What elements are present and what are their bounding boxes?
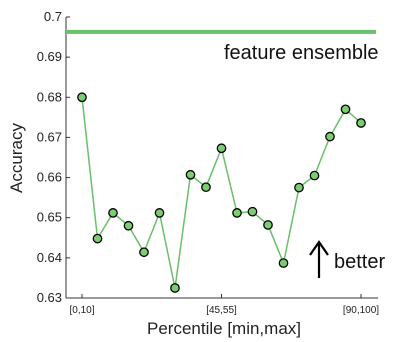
data-point (247, 206, 258, 217)
y-tick-label: 0.69 (37, 49, 62, 64)
data-point (340, 104, 351, 115)
data-point (201, 182, 211, 193)
data-point (278, 258, 289, 268)
data-point (77, 92, 87, 103)
data-point (309, 170, 320, 181)
data-point (170, 283, 180, 293)
data-point (185, 169, 196, 180)
data-point (108, 208, 118, 218)
data-point (232, 208, 242, 218)
data-point (139, 247, 149, 258)
x-tick-label: [90,100] (343, 305, 379, 316)
data-point (325, 131, 335, 142)
y-tick-label: 0.7 (44, 9, 62, 24)
data-point (263, 220, 273, 230)
up-arrow-head-icon (309, 240, 329, 256)
y-tick-label: 0.65 (37, 210, 62, 225)
data-point (294, 182, 304, 193)
x-ticks: [0,10] [45,55] [90,100] (69, 294, 379, 316)
data-point (216, 143, 227, 154)
x-axis-title: Percentile [min,max] (147, 319, 301, 338)
feature-ensemble-label: feature ensemble (224, 42, 379, 64)
y-axis-title: Accuracy (7, 123, 26, 193)
y-tick-label: 0.68 (37, 89, 62, 104)
data-point (154, 208, 165, 218)
y-tick-label: 0.66 (37, 170, 62, 185)
x-tick-label: [45,55] (206, 305, 237, 316)
y-tick-label: 0.64 (37, 250, 62, 265)
better-annotation: better (309, 240, 385, 278)
y-tick-label: 0.63 (37, 290, 62, 305)
better-label: better (334, 251, 385, 273)
y-tick-label: 0.67 (37, 129, 62, 144)
data-points (77, 92, 366, 293)
data-point (92, 233, 103, 244)
y-ticks: 0.63 0.64 0.65 0.66 0.67 0.68 0.69 0.7 (37, 9, 70, 305)
data-point (123, 220, 134, 231)
data-point (356, 118, 366, 128)
x-tick-label: [0,10] (69, 305, 94, 316)
